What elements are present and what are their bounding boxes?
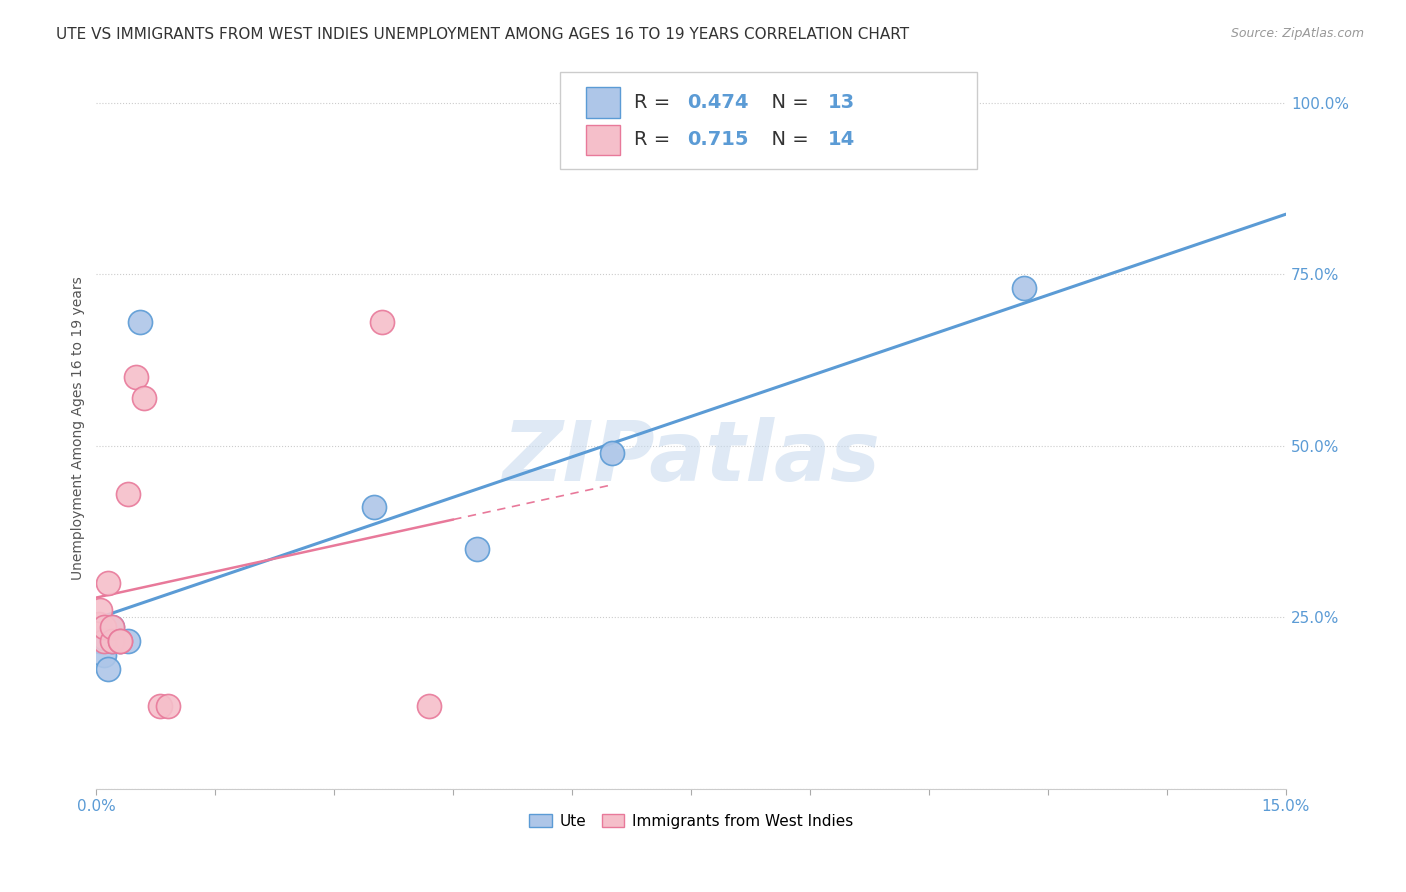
Text: ZIPatlas: ZIPatlas [502, 417, 880, 498]
Point [117, 634, 139, 648]
Point [125, 370, 148, 384]
Point [149, 699, 172, 714]
Point [101, 620, 124, 634]
Text: 14: 14 [828, 130, 855, 149]
Point [101, 620, 124, 634]
Text: R =: R = [634, 130, 676, 149]
Y-axis label: Unemployment Among Ages 16 to 19 years: Unemployment Among Ages 16 to 19 years [72, 277, 86, 581]
Point [129, 315, 152, 329]
Text: 0.715: 0.715 [688, 130, 749, 149]
Legend: Ute, Immigrants from West Indies: Ute, Immigrants from West Indies [523, 807, 859, 835]
Point [600, 445, 623, 459]
Point [108, 634, 131, 648]
Text: N =: N = [759, 130, 815, 149]
Text: 13: 13 [828, 93, 855, 112]
Point [371, 315, 394, 329]
Point [87, 616, 110, 631]
Point [93, 620, 115, 634]
Point [97, 661, 120, 675]
FancyBboxPatch shape [561, 72, 977, 169]
Point [132, 391, 155, 405]
Point [465, 541, 488, 556]
Point [108, 634, 131, 648]
Point [363, 500, 385, 515]
Text: 0.474: 0.474 [688, 93, 749, 112]
Point [108, 634, 131, 648]
FancyBboxPatch shape [586, 125, 620, 155]
Point [93, 631, 115, 645]
Text: N =: N = [759, 93, 815, 112]
Point [97, 575, 120, 590]
Point [101, 634, 124, 648]
Text: R =: R = [634, 93, 676, 112]
Point [1012, 281, 1035, 295]
Text: Source: ZipAtlas.com: Source: ZipAtlas.com [1230, 27, 1364, 40]
Point [93, 634, 115, 648]
Point [89, 634, 111, 648]
Point [418, 699, 440, 714]
FancyBboxPatch shape [586, 87, 620, 118]
Text: UTE VS IMMIGRANTS FROM WEST INDIES UNEMPLOYMENT AMONG AGES 16 TO 19 YEARS CORREL: UTE VS IMMIGRANTS FROM WEST INDIES UNEMP… [56, 27, 910, 42]
Point [101, 634, 124, 648]
Point [156, 699, 179, 714]
Point [93, 648, 115, 662]
Point [117, 486, 139, 500]
Point [89, 603, 111, 617]
